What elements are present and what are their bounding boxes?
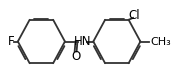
Text: CH₃: CH₃ [150, 37, 171, 46]
Text: F: F [8, 35, 15, 48]
Text: HN: HN [74, 35, 92, 48]
Text: O: O [71, 50, 80, 62]
Text: Cl: Cl [128, 9, 140, 22]
